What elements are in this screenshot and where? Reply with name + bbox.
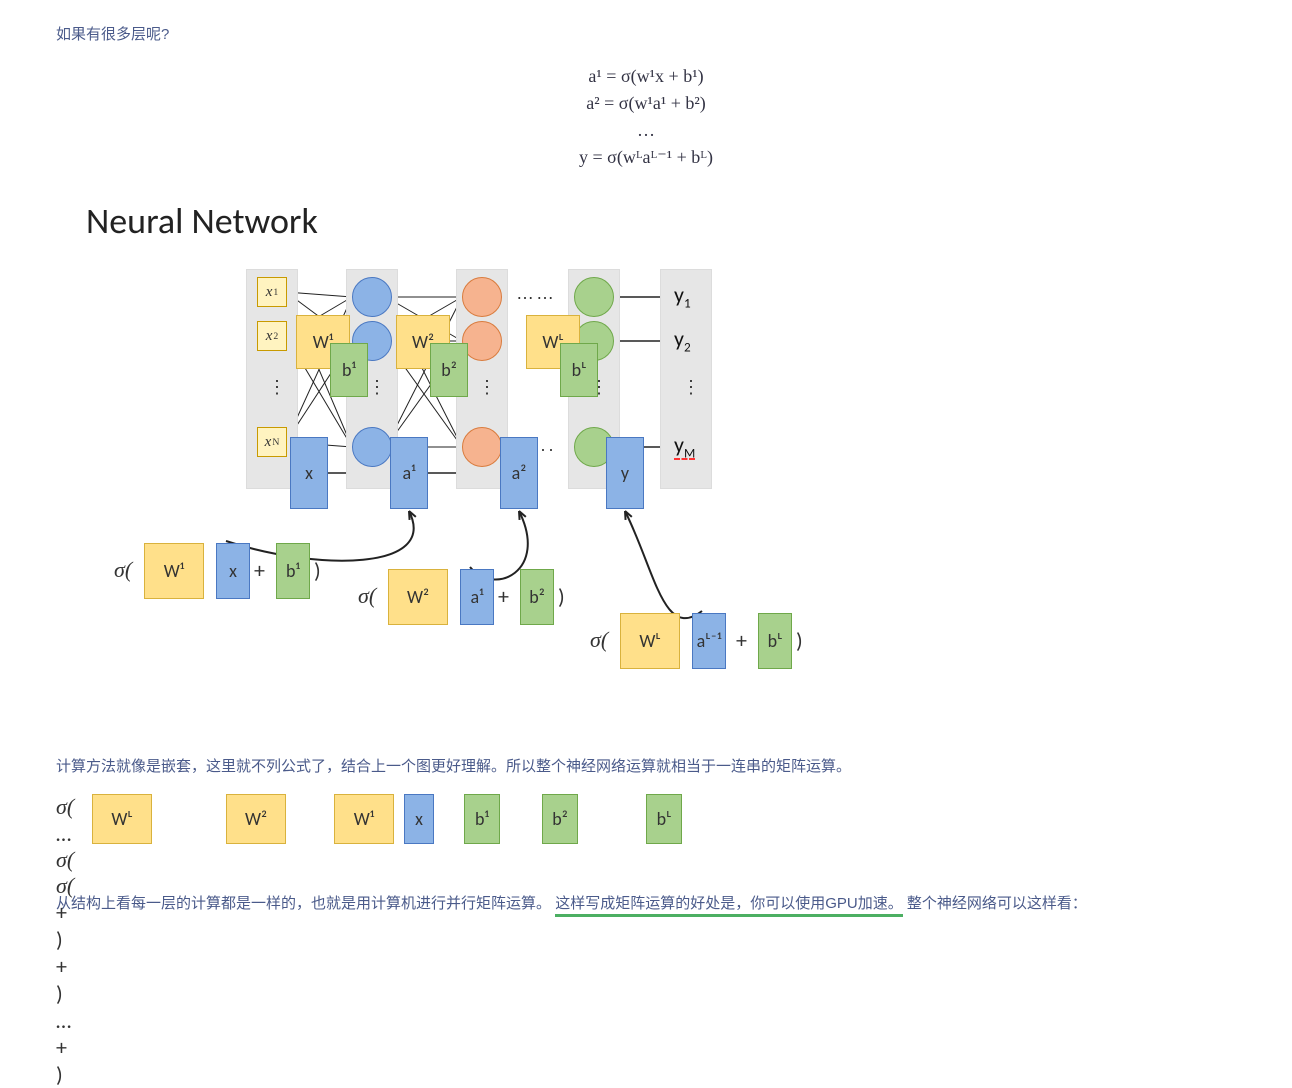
equation-block: a¹ = σ(w¹x + b¹) a² = σ(w¹a¹ + b²) … y =… xyxy=(56,63,1236,171)
eq1-W: W¹ xyxy=(144,543,204,599)
layer3-node1 xyxy=(574,277,614,317)
intro-question: 如果有很多层呢? xyxy=(56,23,1236,47)
layer2-node3 xyxy=(462,427,502,467)
nested-b-9: b¹ xyxy=(464,794,500,844)
eq2-close: ) xyxy=(558,583,565,610)
nested-vec-7: x xyxy=(404,794,434,844)
layer1-vdots: ⋮ xyxy=(368,383,378,392)
input-node-x3: xN xyxy=(257,427,287,457)
input-vdots: ⋮ xyxy=(268,383,278,392)
eq1-sigma: σ( xyxy=(114,557,132,583)
nested-equation-row: σ(Wᴸ…σ(W²σ(W¹x+b¹)+b²)…+bᴸ) xyxy=(56,794,1236,864)
output-label-y2: y2 xyxy=(674,325,691,355)
eq1-b: b¹ xyxy=(276,543,310,599)
nested-W-4: W² xyxy=(226,794,286,844)
bias-box-b1: b¹ xyxy=(330,343,368,397)
nested-close-10: ) xyxy=(56,926,1236,953)
equation-line-L: y = σ(wᴸaᴸ⁻¹ + bᴸ) xyxy=(56,144,1236,171)
layer2-node2 xyxy=(462,321,502,361)
bias-box-b3: bᴸ xyxy=(560,343,598,397)
nested-W-6: W¹ xyxy=(334,794,394,844)
vector-box-x: x xyxy=(290,437,328,509)
nested-close-17: ) xyxy=(56,1061,1236,1088)
layer2-node1 xyxy=(462,277,502,317)
eq3-vec: aᴸ⁻¹ xyxy=(692,613,726,669)
layer2-vdots: ⋮ xyxy=(478,383,488,392)
nested-sigma-5: σ( xyxy=(56,873,1236,899)
bias-box-b2: b² xyxy=(430,343,468,397)
nested-sigma-3: σ( xyxy=(56,847,1236,873)
nested-W-1: Wᴸ xyxy=(92,794,152,844)
eq2-b: b² xyxy=(520,569,554,625)
nested-b-16: bᴸ xyxy=(646,794,682,844)
vector-box-a²: a² xyxy=(500,437,538,509)
nested-dots2-14: … xyxy=(56,1007,1236,1034)
input-node-x1: x1 xyxy=(257,277,287,307)
eq1-plus: + xyxy=(254,557,265,584)
eq3-plus: + xyxy=(736,627,747,654)
equation-line-2: a² = σ(w¹a¹ + b²) xyxy=(56,90,1236,117)
output-vdots: ⋮ xyxy=(682,383,692,392)
eq2-sigma: σ( xyxy=(358,583,376,609)
eq3-sigma: σ( xyxy=(590,627,608,653)
layer-ellipsis-top: …… xyxy=(516,283,556,304)
eq1-close: ) xyxy=(314,557,321,584)
neural-network-diagram: x1x2xN⋮⋮⋮⋮y1y2yM⋮……····W¹b¹W²b²Wᴸbᴸxa¹a²… xyxy=(86,251,986,731)
equation-dots: … xyxy=(56,117,1236,144)
vector-box-a¹: a¹ xyxy=(390,437,428,509)
eq3-b: bᴸ xyxy=(758,613,792,669)
explanation-paragraph: 计算方法就像是嵌套，这里就不列公式了，结合上一个图更好理解。所以整个神经网络运算… xyxy=(56,755,1236,779)
output-label-y3: yM xyxy=(674,431,695,461)
equation-line-1: a¹ = σ(w¹x + b¹) xyxy=(56,63,1236,90)
eq1-vec: x xyxy=(216,543,250,599)
eq3-W: Wᴸ xyxy=(620,613,680,669)
diagram-title: Neural Network xyxy=(86,199,1236,243)
layer1-node3 xyxy=(352,427,392,467)
nested-plus-11: + xyxy=(56,953,1236,980)
nested-close-13: ) xyxy=(56,980,1236,1007)
eq2-plus: + xyxy=(498,583,509,610)
nested-b-12: b² xyxy=(542,794,578,844)
eq2-W: W² xyxy=(388,569,448,625)
nested-plus-15: + xyxy=(56,1034,1236,1061)
nested-plus-8: + xyxy=(56,899,1236,926)
layer1-node1 xyxy=(352,277,392,317)
eq2-vec: a¹ xyxy=(460,569,494,625)
vector-box-y: y xyxy=(606,437,644,509)
input-node-x2: x2 xyxy=(257,321,287,351)
output-label-y1: y1 xyxy=(674,281,691,311)
eq3-close: ) xyxy=(796,627,803,654)
